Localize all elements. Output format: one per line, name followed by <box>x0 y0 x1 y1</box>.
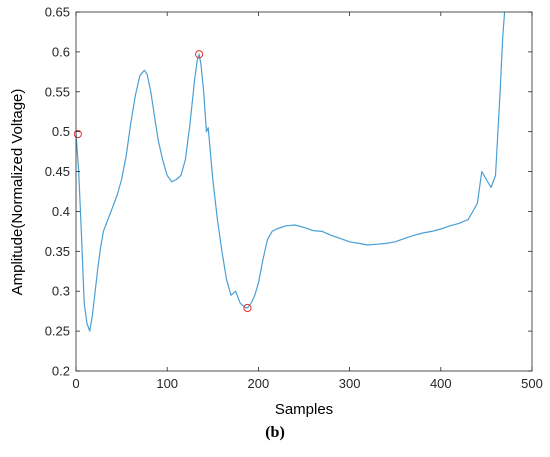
y-tick-label: 0.25 <box>45 324 70 339</box>
y-tick-label: 0.65 <box>45 5 70 20</box>
x-tick-label: 100 <box>156 376 178 391</box>
x-tick-label: 300 <box>339 376 361 391</box>
peak-marker <box>243 303 252 313</box>
x-tick-label: 0 <box>72 376 79 391</box>
y-tick-label: 0.2 <box>52 364 70 379</box>
signal-line <box>76 12 506 332</box>
peak-marker <box>73 129 82 139</box>
y-tick-label: 0.4 <box>52 204 70 219</box>
y-tick-label: 0.6 <box>52 44 70 59</box>
plot-area <box>76 12 532 371</box>
peak-marker <box>195 50 204 59</box>
figure-caption-label: (b) <box>265 424 285 441</box>
y-tick-label: 0.3 <box>52 284 70 299</box>
x-tick-label: 400 <box>430 376 452 391</box>
plot-frame <box>75 11 533 372</box>
data-layer <box>73 12 506 332</box>
figure-caption: (b) <box>0 424 550 442</box>
y-tick-label: 0.35 <box>45 244 70 259</box>
y-tick-label: 0.5 <box>52 124 70 139</box>
x-tick-label: 500 <box>521 376 543 391</box>
y-tick-label: 0.45 <box>45 164 70 179</box>
y-tick-label: 0.55 <box>45 84 70 99</box>
x-tick-label: 200 <box>248 376 270 391</box>
x-axis-title: Samples <box>275 401 333 418</box>
axis-layer: 0 100 200 300 400 500 0.2 0.25 0.3 0.35 0.4 0.45 0.5… <box>45 5 543 392</box>
line-chart: 0 100 200 300 400 500 0.2 0.25 0.3 0.35 0.4 0.45 0.5… <box>9 5 543 419</box>
y-axis-title: Amplitude(Normalized Voltage) <box>9 89 26 296</box>
